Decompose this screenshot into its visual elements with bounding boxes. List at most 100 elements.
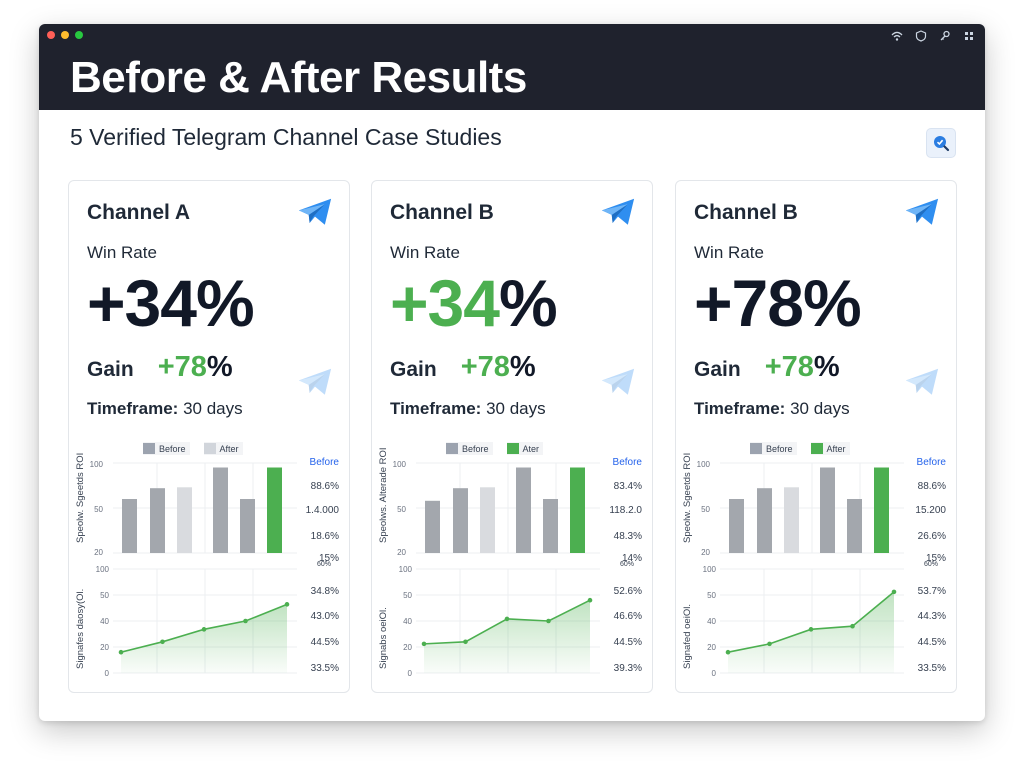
bar <box>543 499 558 553</box>
y-tick-label: 50 <box>397 505 406 514</box>
timeframe-label: Timeframe: <box>87 399 179 418</box>
legend-before-swatch <box>143 443 155 454</box>
legend-after: Ater <box>506 442 544 455</box>
y-tick-label: 0 <box>408 669 413 678</box>
gain-value: +78% <box>461 351 536 384</box>
side-value-bottom: 44.5% <box>613 637 642 648</box>
gain-label: Gain <box>87 358 134 381</box>
data-point <box>421 641 427 647</box>
legend-after: After <box>810 442 850 455</box>
data-point <box>725 649 731 655</box>
shield-icon[interactable] <box>915 29 927 42</box>
side-value-bottom: 44.5% <box>917 637 946 648</box>
win-rate-label: Win Rate <box>390 243 460 262</box>
grid-menu-icon[interactable] <box>963 29 975 41</box>
legend-before-swatch <box>750 443 762 454</box>
maximize-window-button[interactable] <box>75 31 83 39</box>
channel-chart: 100 50 20 100 50 40 20 0 <box>697 460 904 678</box>
side-value-bottom: 52.6% <box>613 586 642 597</box>
gain-value: +78% <box>158 351 233 384</box>
side-header: Before <box>309 457 339 468</box>
gain-row: Gain +78% <box>390 351 536 384</box>
gain-row: Gain +78% <box>87 351 233 384</box>
data-point <box>160 639 165 645</box>
gain-percent: % <box>813 351 840 383</box>
bar <box>874 467 889 553</box>
timeframe-value: 30 days <box>486 399 546 418</box>
bar <box>784 487 799 553</box>
bar <box>516 467 531 553</box>
legend-before: Before <box>446 442 493 455</box>
data-point <box>767 641 772 647</box>
close-window-button[interactable] <box>47 31 55 39</box>
data-point <box>587 597 593 603</box>
minimize-window-button[interactable] <box>61 31 69 39</box>
case-study-card: Channel B Win Rate +78% Gain +78% Timefr… <box>675 180 957 693</box>
search-button[interactable] <box>926 128 956 158</box>
data-point <box>850 623 855 629</box>
bar <box>213 467 228 553</box>
data-point <box>284 602 290 607</box>
legend-before-label: Before <box>159 443 186 454</box>
legend-after-label: After <box>826 443 846 454</box>
y-tick-label: 100 <box>96 565 110 574</box>
win-rate-percent: % <box>498 266 558 340</box>
legend-after-swatch <box>810 443 823 454</box>
gain-label: Gain <box>694 358 741 381</box>
win-rate-value: +34% <box>390 265 558 341</box>
wifi-icon[interactable] <box>891 29 903 41</box>
side-value-top: 88.6% <box>917 481 946 492</box>
chart-legend: Before After <box>143 442 243 455</box>
legend-after-label: After <box>219 443 239 454</box>
y-tick-label: 50 <box>94 505 103 514</box>
bar <box>267 467 282 553</box>
win-rate-value: +34% <box>87 265 255 341</box>
bar <box>570 467 585 553</box>
gain-value: +78% <box>765 351 840 384</box>
side-value-bottom: 44.5% <box>310 637 339 648</box>
legend-after-label: Ater <box>522 443 540 454</box>
side-value-bottom: 53.7% <box>917 586 946 597</box>
bar <box>757 488 772 553</box>
win-rate-value: +78% <box>694 265 862 341</box>
case-study-card: Channel A Win Rate +34% Gain +78% Timefr… <box>68 180 350 693</box>
channel-chart: 100 50 20 100 50 40 20 0 <box>90 460 297 678</box>
side-value-bottom: 44.3% <box>917 611 946 622</box>
gain-number: +78 <box>764 351 814 383</box>
data-point <box>891 589 897 595</box>
win-rate-label: Win Rate <box>87 243 157 262</box>
win-rate-label: Win Rate <box>694 243 764 262</box>
y-tick-label: 100 <box>703 565 717 574</box>
side-value-bottom: 39.3% <box>613 663 642 674</box>
timeframe-label: Timeframe: <box>390 399 482 418</box>
side-value-bottom: 43.0% <box>310 611 339 622</box>
timeframe-label: Timeframe: <box>694 399 786 418</box>
timeframe: Timeframe: 30 days <box>87 399 243 419</box>
bar <box>729 499 744 553</box>
channel-name: Channel B <box>390 201 494 224</box>
case-study-card: Channel B Win Rate +34% Gain +78% Timefr… <box>371 180 653 693</box>
side-header: Before <box>916 457 946 468</box>
page-subtitle: 5 Verified Telegram Channel Case Studies <box>70 124 502 150</box>
telegram-logo-icon <box>905 198 939 225</box>
bar <box>847 499 862 553</box>
side-value-top: 15% <box>318 553 339 564</box>
telegram-watermark-icon <box>601 368 635 395</box>
side-value-top: 1.4.000 <box>305 505 339 516</box>
side-value-bottom: 33.5% <box>310 663 339 674</box>
timeframe-value: 30 days <box>790 399 850 418</box>
channel-name: Channel A <box>87 201 191 224</box>
side-value-top: 18.6% <box>310 531 339 542</box>
legend-before: Before <box>143 442 190 455</box>
bar <box>177 487 192 553</box>
y-tick-label: 100 <box>399 565 413 574</box>
gain-row: Gain +78% <box>694 351 840 384</box>
line-area <box>424 600 590 673</box>
app-window: Before & After Results 5 Verified Telegr… <box>39 24 985 721</box>
legend-before-swatch <box>446 443 458 454</box>
side-value-top: 26.6% <box>917 531 946 542</box>
legend-before: Before <box>750 442 797 455</box>
key-icon[interactable] <box>939 29 951 41</box>
y-tick-label: 100 <box>697 460 711 469</box>
win-rate-number: +34 <box>87 266 197 340</box>
